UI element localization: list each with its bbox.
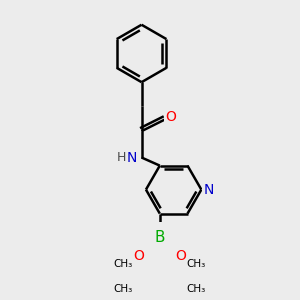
Text: CH₃: CH₃ — [113, 284, 133, 294]
Text: O: O — [165, 110, 176, 124]
Text: B: B — [154, 230, 165, 245]
Text: CH₃: CH₃ — [113, 259, 133, 269]
Text: O: O — [176, 249, 187, 263]
Text: N: N — [127, 151, 137, 164]
Text: N: N — [204, 183, 214, 196]
Text: CH₃: CH₃ — [187, 284, 206, 294]
Text: H: H — [117, 151, 126, 164]
Text: CH₃: CH₃ — [187, 259, 206, 269]
Text: O: O — [133, 249, 144, 263]
